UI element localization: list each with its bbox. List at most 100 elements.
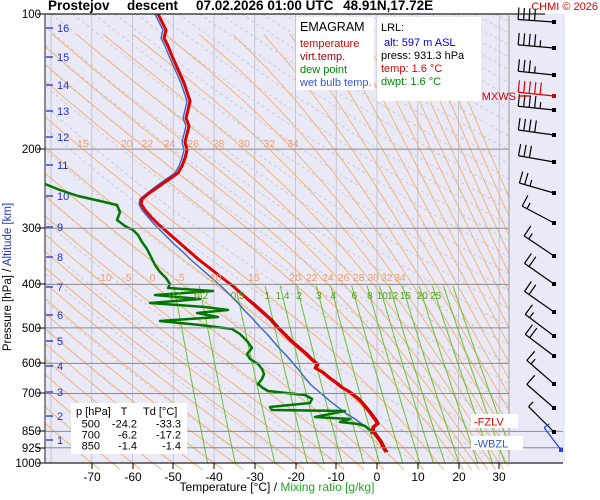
- table-cell: -33.3: [156, 419, 181, 431]
- wind-barb: [524, 281, 556, 314]
- table-rows: 500 -24.2 -33.3 700 -6.2 -17.2 850 -1.4 -1.4: [82, 419, 181, 453]
- temperature-axis-part: Temperature [°C] /: [180, 480, 281, 494]
- lrl-box: LRL: alt: 597 m ASL press: 931.3 hPa tem…: [377, 17, 481, 101]
- pressure-axis-title: Pressure [hPa] / Altitude [km]: [2, 203, 14, 351]
- svg-text:15: 15: [57, 52, 69, 64]
- svg-text:20: 20: [289, 272, 301, 284]
- svg-text:6: 6: [57, 310, 63, 322]
- svg-text:12: 12: [57, 132, 69, 144]
- svg-text:-70: -70: [83, 470, 101, 484]
- wind-barb: [517, 118, 556, 137]
- lrl-title: LRL:: [381, 22, 404, 34]
- legend-bg: [296, 17, 374, 90]
- svg-text:20: 20: [121, 138, 133, 150]
- svg-text:1: 1: [265, 291, 271, 302]
- wind-barb: [518, 171, 556, 195]
- svg-text:20: 20: [417, 291, 429, 302]
- table-cell: 500: [82, 419, 100, 431]
- svg-text:400: 400: [22, 279, 41, 291]
- table-header-t: T: [121, 406, 128, 418]
- svg-text:30: 30: [367, 272, 379, 284]
- svg-text:26: 26: [338, 272, 350, 284]
- svg-text:0.2: 0.2: [194, 291, 208, 302]
- lrl-press: press: 931.3 hPa: [381, 50, 465, 62]
- wbzl-label: -WBZL: [474, 439, 508, 451]
- svg-text:-10: -10: [97, 272, 112, 284]
- wind-barb: [517, 59, 556, 77]
- table-cell: 850: [82, 441, 100, 453]
- altitude-axis-part: Altitude [km]: [2, 203, 14, 266]
- svg-text:-60: -60: [124, 470, 142, 484]
- mixing-axis-part: Mixing ratio [g/kg]: [280, 480, 374, 494]
- lrl-alt: alt: 597 m ASL: [384, 37, 456, 49]
- svg-text:200: 200: [22, 144, 41, 156]
- svg-text:7: 7: [57, 282, 63, 294]
- table-cell: -6.2: [118, 430, 137, 442]
- svg-text:11: 11: [57, 160, 68, 172]
- svg-text:22: 22: [141, 138, 153, 150]
- temperature-axis-title: Temperature [°C] / Mixing ratio [g/kg]: [180, 480, 375, 494]
- wind-barb: [523, 225, 556, 258]
- fzlv-label: -FZLV: [474, 417, 504, 429]
- legend-box: EMAGRAM temperature virt.temp. dew point…: [296, 17, 374, 90]
- legend-item-virt-temp: virt.temp.: [300, 51, 345, 63]
- wind-barb: [517, 143, 556, 164]
- title-type: descent: [127, 0, 179, 13]
- svg-text:24: 24: [322, 272, 334, 284]
- svg-text:13: 13: [57, 106, 69, 118]
- wbzl-marker: -WBZL: [471, 436, 523, 451]
- svg-text:4: 4: [331, 291, 337, 302]
- svg-text:8: 8: [367, 291, 373, 302]
- svg-text:16: 16: [57, 23, 69, 35]
- svg-text:-20: -20: [287, 470, 305, 484]
- svg-text:1.4: 1.4: [276, 291, 290, 302]
- table-bg: [71, 403, 187, 454]
- svg-text:850: 850: [22, 426, 41, 438]
- table-cell: 700: [82, 430, 100, 442]
- svg-text:34: 34: [287, 138, 299, 150]
- svg-text:1000: 1000: [15, 458, 41, 470]
- svg-text:9: 9: [57, 222, 63, 234]
- wind-barb: [521, 195, 556, 225]
- svg-text:300: 300: [22, 223, 41, 235]
- title-station: Prostejov: [48, 0, 110, 13]
- svg-text:0: 0: [150, 272, 156, 284]
- wind-barb: [517, 80, 556, 98]
- lrl-dwpt: dwpt: 1.6 °C: [381, 76, 441, 88]
- svg-text:925: 925: [22, 443, 41, 455]
- svg-text:15: 15: [77, 138, 89, 150]
- svg-text:0: 0: [374, 470, 381, 484]
- svg-text:-30: -30: [246, 470, 264, 484]
- svg-text:10: 10: [377, 291, 389, 302]
- wind-barb: [517, 7, 556, 24]
- wind-barb: [528, 401, 556, 434]
- svg-text:15: 15: [400, 291, 412, 302]
- table-cell: -24.2: [112, 419, 137, 431]
- wind-barb: [524, 253, 556, 286]
- mxws-label: MXWS: [482, 91, 516, 103]
- svg-text:10: 10: [411, 470, 425, 484]
- legend-title: EMAGRAM: [300, 20, 365, 34]
- svg-text:-40: -40: [205, 470, 223, 484]
- svg-text:24: 24: [164, 138, 176, 150]
- table-header-td: Td [°C]: [143, 406, 177, 418]
- svg-text:20: 20: [452, 470, 466, 484]
- fzlv-bg: [471, 414, 518, 428]
- svg-text:500: 500: [22, 323, 41, 335]
- svg-text:0.1: 0.1: [169, 291, 183, 302]
- wind-barb: [517, 32, 556, 50]
- wind-barb: [524, 304, 556, 338]
- svg-text:4: 4: [57, 361, 63, 373]
- legend-item-temperature: temperature: [300, 38, 359, 50]
- svg-text:25: 25: [430, 291, 442, 302]
- svg-text:1: 1: [57, 435, 63, 447]
- wbzl-bg: [471, 436, 523, 450]
- svg-text:3: 3: [57, 387, 63, 399]
- svg-text:-10: -10: [327, 470, 345, 484]
- svg-text:10: 10: [57, 191, 69, 203]
- svg-text:5: 5: [179, 272, 185, 284]
- svg-text:100: 100: [22, 9, 41, 21]
- svg-text:700: 700: [22, 388, 41, 400]
